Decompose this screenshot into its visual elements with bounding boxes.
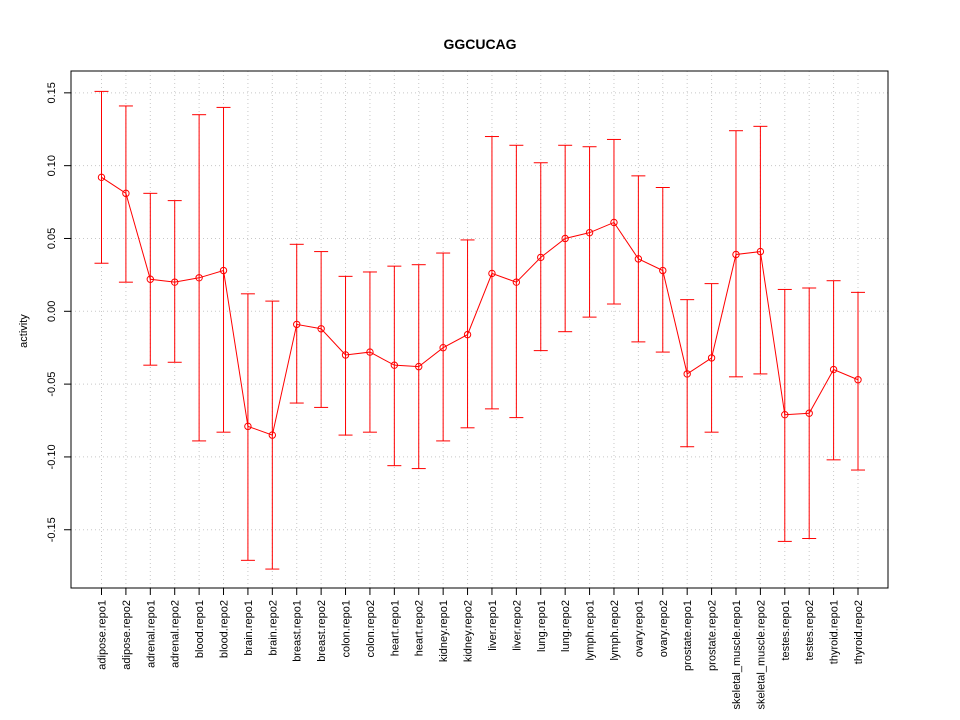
- data-point: [122, 189, 130, 198]
- y-tick-label: 0.00: [46, 301, 58, 322]
- data-point: [146, 275, 155, 283]
- x-tick-label: heart.repo2: [414, 600, 426, 656]
- x-tick-label: liver.repo1: [487, 600, 499, 651]
- x-tick-label: lung.repo1: [536, 600, 548, 652]
- x-tick-label: kidney.repo1: [438, 600, 450, 662]
- data-point: [756, 247, 765, 256]
- x-tick-label: blood.repo1: [194, 600, 206, 658]
- x-axis: adipose.repo1 adipose.repo2 adrenal.repo1 a…: [97, 587, 865, 709]
- x-tick-label: lymph.repo2: [609, 600, 621, 661]
- plot-frame: [70, 70, 889, 589]
- data-point: [219, 266, 228, 275]
- data-point: [512, 278, 521, 286]
- x-tick-label: blood.repo2: [219, 600, 231, 658]
- x-tick-label: breast.repo1: [292, 600, 304, 662]
- data-point: [659, 266, 667, 275]
- data-point: [244, 422, 252, 431]
- data-point: [317, 325, 325, 333]
- x-tick-label: ovary.repo1: [633, 600, 645, 657]
- x-tick-label: liver.repo2: [511, 600, 523, 651]
- x-tick-label: thyroid.repo2: [853, 600, 865, 664]
- data-point: [561, 234, 569, 243]
- x-tick-label: testes.repo1: [780, 600, 792, 661]
- data-point: [854, 376, 862, 384]
- data-point: [488, 269, 496, 278]
- x-tick-label: prostate.repo2: [707, 600, 719, 671]
- x-tick-label: adrenal.repo1: [145, 600, 157, 668]
- data-point: [366, 348, 374, 356]
- x-tick-label: skeletal_muscle.repo1: [731, 600, 743, 709]
- y-tick-label: -0.05: [46, 372, 58, 397]
- data-point: [781, 410, 789, 419]
- data-point: [171, 278, 179, 286]
- x-tick-label: thyroid.repo1: [829, 600, 841, 664]
- x-tick-label: adipose.repo2: [121, 600, 133, 670]
- y-tick-label: -0.15: [46, 517, 58, 542]
- series-activity: [94, 90, 865, 570]
- y-tick-label: -0.10: [46, 444, 58, 469]
- x-tick-label: skeletal_muscle.repo2: [755, 600, 767, 709]
- data-point: [341, 351, 350, 359]
- data-point: [439, 344, 447, 352]
- data-point: [732, 250, 740, 259]
- x-tick-label: brain.repo2: [267, 600, 279, 656]
- data-point: [293, 320, 301, 329]
- x-tick-label: lung.repo2: [560, 600, 572, 652]
- data-point: [634, 255, 643, 263]
- data-point: [585, 228, 594, 237]
- x-tick-label: adrenal.repo2: [170, 600, 182, 668]
- chart-title: GGCUCAG: [443, 36, 516, 52]
- y-axis-label: activity: [18, 314, 30, 348]
- series-line: [101, 176, 859, 436]
- x-tick-label: colon.repo2: [365, 600, 377, 658]
- data-point: [415, 362, 423, 371]
- x-tick-label: adipose.repo1: [97, 600, 109, 670]
- data-point: [463, 330, 472, 339]
- x-tick-label: kidney.repo2: [463, 600, 475, 662]
- y-axis: -0.15 -0.10 -0.05 0.00 0.05 0.10 0.15: [46, 82, 72, 542]
- x-tick-label: lymph.repo1: [585, 600, 597, 661]
- x-tick-label: colon.repo1: [341, 600, 353, 658]
- data-point: [683, 370, 691, 378]
- data-point: [390, 361, 399, 369]
- data-point: [537, 253, 545, 262]
- y-tick-label: 0.10: [46, 155, 58, 176]
- x-tick-label: heart.repo1: [389, 600, 401, 656]
- x-tick-label: brain.repo1: [243, 600, 255, 656]
- grid: [71, 71, 888, 588]
- y-tick-label: 0.15: [46, 82, 58, 103]
- x-tick-label: ovary.repo2: [658, 600, 670, 657]
- data-point: [268, 431, 277, 439]
- data-point: [707, 354, 716, 362]
- x-tick-label: breast.repo2: [316, 600, 328, 662]
- data-point: [829, 365, 838, 374]
- x-tick-label: testes.repo2: [804, 600, 816, 661]
- data-point: [195, 274, 203, 282]
- data-point: [805, 409, 813, 417]
- data-point: [97, 173, 106, 182]
- x-tick-label: prostate.repo1: [682, 600, 694, 671]
- data-point: [610, 218, 618, 227]
- y-tick-label: 0.05: [46, 228, 58, 249]
